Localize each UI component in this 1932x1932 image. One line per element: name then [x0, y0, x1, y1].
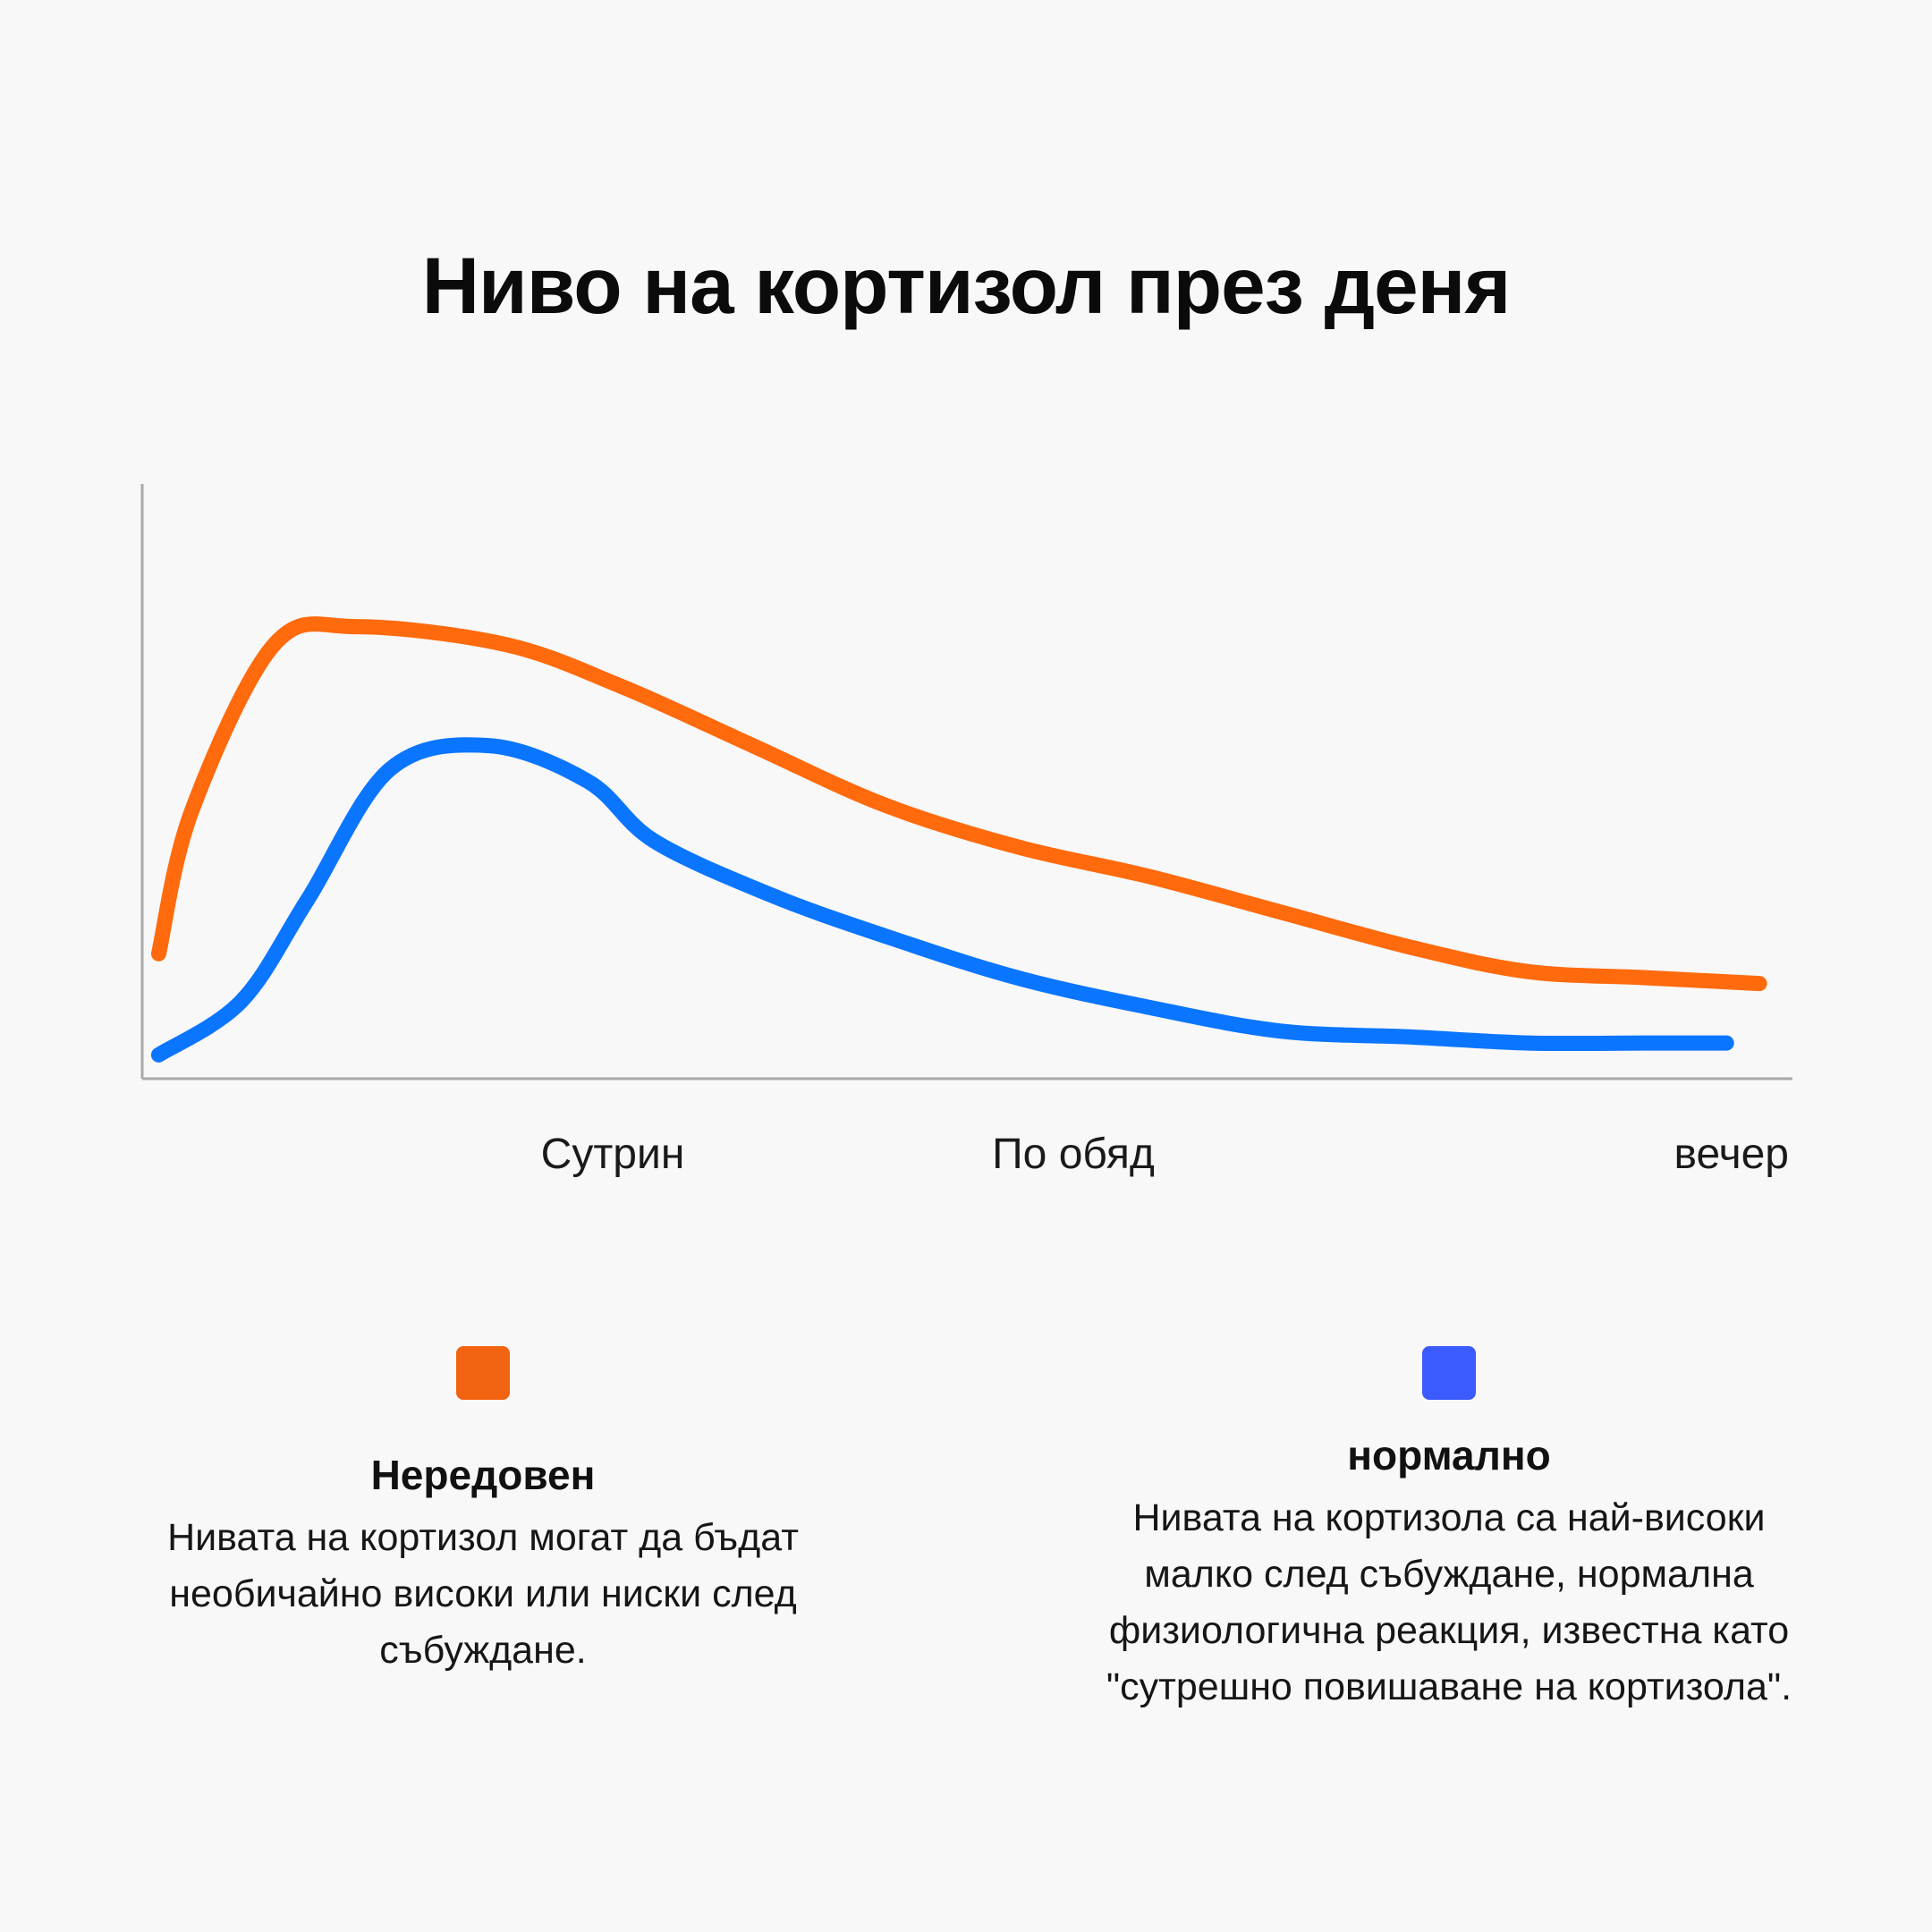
x-tick-label-evening: вечер	[1674, 1131, 1789, 1178]
legend-description-irregular: Нивата на кортизол могат да бъдат необич…	[167, 1516, 799, 1672]
legend-item-irregular: Нередовен Нивата на кортизол могат да бъ…	[116, 1449, 850, 1679]
legend-label-normal: нормално	[1347, 1432, 1551, 1479]
series-line-normal	[150, 737, 1734, 1063]
legend-swatch-irregular	[456, 1346, 510, 1400]
x-tick-label-noon: По обяд	[992, 1131, 1155, 1178]
legend-swatch-normal	[1422, 1346, 1476, 1400]
legend-item-normal: нормално Нивата на кортизола са най-висо…	[1082, 1429, 1816, 1716]
series-layer	[150, 616, 1767, 1063]
legend-label-irregular: Нередовен	[370, 1452, 596, 1498]
chart-axes	[140, 484, 1792, 1080]
chart-title: Ниво на кортизол през деня	[421, 241, 1512, 330]
x-tick-label-morning: Сутрин	[541, 1131, 685, 1178]
legend-description-normal: Нивата на кортизола са най-високи малко …	[1106, 1496, 1792, 1708]
x-tick-labels: Сутрин По обяд вечер	[541, 1131, 1789, 1178]
series-line-irregular	[150, 616, 1767, 992]
